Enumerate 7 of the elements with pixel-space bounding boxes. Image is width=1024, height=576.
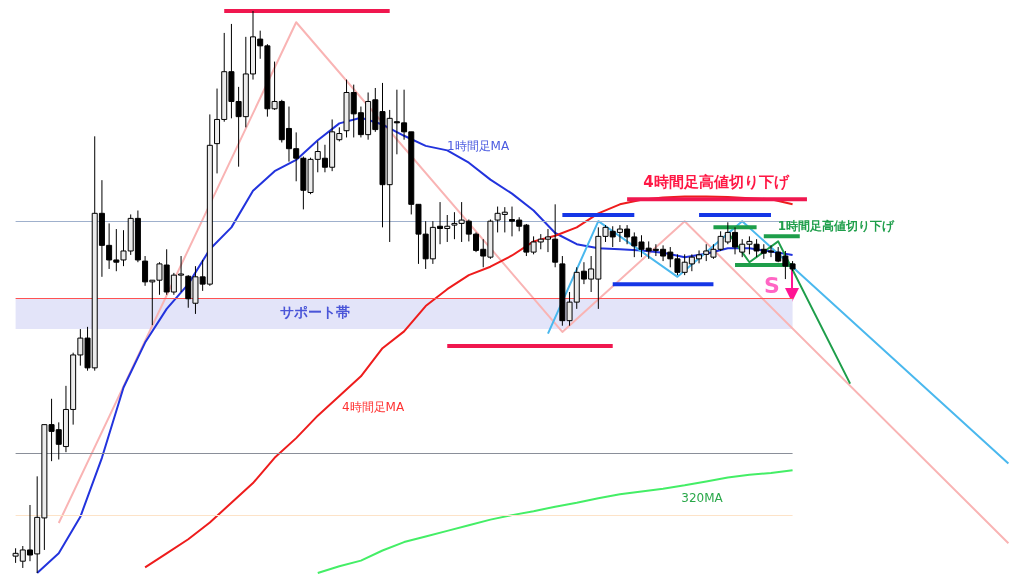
annotation: 4時間足MA [341,400,405,414]
annotation: 4時間足高値切り下げ [643,173,790,191]
annotation: S [764,272,780,298]
band-label: サポート帯 [279,304,350,321]
annotation: 1時間足高値切り下げ [777,219,896,233]
annotation: 1時間足MA [446,139,510,153]
annotation: 320MA [681,491,724,505]
